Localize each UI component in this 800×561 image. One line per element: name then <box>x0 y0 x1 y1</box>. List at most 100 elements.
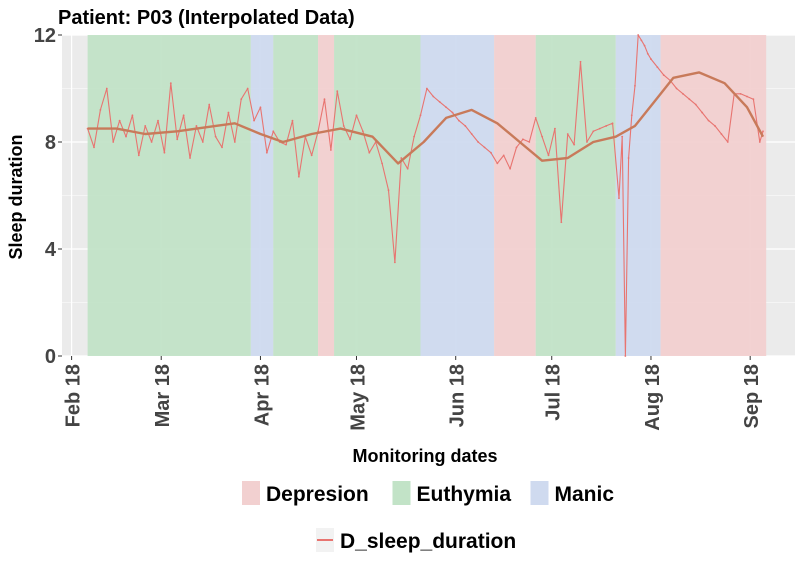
data-point <box>361 130 364 133</box>
data-point <box>739 92 742 95</box>
data-point <box>400 157 403 159</box>
x-tick-label: Jul 18 <box>543 364 565 421</box>
state-period-euthymia <box>535 35 616 356</box>
series-line-sleep-duration <box>87 34 764 357</box>
y-axis: 0 4 8 12 <box>34 25 62 368</box>
state-period-depresion <box>318 35 335 356</box>
state-period-manic <box>615 35 661 356</box>
data-point <box>528 141 531 143</box>
data-point <box>746 95 748 98</box>
state-period-euthymia <box>87 35 251 356</box>
data-point <box>637 34 640 36</box>
data-point <box>720 133 723 135</box>
data-point <box>470 133 473 135</box>
data-point <box>105 87 108 90</box>
data-point <box>634 84 636 87</box>
data-point <box>598 127 601 130</box>
data-point <box>169 82 172 85</box>
data-point <box>502 154 505 157</box>
data-point <box>592 130 595 133</box>
data-point <box>662 74 665 77</box>
legend-label-euthymia: Euthymia <box>417 483 512 506</box>
data-point <box>586 141 588 143</box>
x-tick-label: Feb 18 <box>63 364 85 427</box>
data-point <box>265 151 268 154</box>
legend-label-depresion: Depresion <box>266 483 369 506</box>
data-point <box>349 138 351 141</box>
x-tick-label: May 18 <box>348 364 370 431</box>
data-point <box>112 141 115 143</box>
data-point <box>534 117 537 119</box>
data-point <box>93 146 95 149</box>
data-point <box>752 98 755 101</box>
data-point <box>355 114 358 117</box>
data-point <box>413 135 415 138</box>
data-point <box>688 98 691 101</box>
data-point <box>621 135 624 138</box>
data-point <box>714 125 716 127</box>
data-point <box>762 130 764 133</box>
state-periods <box>87 35 767 356</box>
legend-label-series: D_sleep_duration <box>340 530 516 553</box>
series-line-trend <box>87 71 765 165</box>
data-point <box>125 135 127 138</box>
data-point <box>682 92 684 95</box>
data-point <box>157 119 159 122</box>
data-point <box>496 162 499 165</box>
state-period-manic <box>420 35 495 356</box>
data-point <box>118 119 121 122</box>
data-point <box>214 135 217 138</box>
data-point <box>573 143 576 146</box>
data-point <box>221 146 223 149</box>
data-point <box>630 114 633 117</box>
x-tick-label: Sep 18 <box>741 364 763 428</box>
state-period-euthymia <box>273 35 319 356</box>
x-tick-label: Apr 18 <box>252 364 274 426</box>
data-point <box>240 98 243 101</box>
data-point <box>618 197 620 200</box>
data-point <box>406 167 409 170</box>
y-tick-label: 0 <box>45 346 56 368</box>
data-point <box>605 125 608 127</box>
data-point <box>707 119 710 122</box>
data-point <box>227 111 230 114</box>
x-tick-label: Aug 18 <box>642 364 664 431</box>
data-point <box>483 146 486 149</box>
data-point <box>675 87 678 90</box>
data-point <box>246 87 249 90</box>
x-tick-label: Jun 18 <box>447 364 469 427</box>
data-point <box>163 151 166 154</box>
data-point <box>150 141 153 143</box>
state-period-manic <box>250 35 274 356</box>
data-point <box>323 98 326 101</box>
state-period-depresion <box>494 35 536 356</box>
data-point <box>259 106 262 109</box>
y-tick-label: 8 <box>45 132 56 154</box>
data-point <box>656 66 659 68</box>
data-point <box>579 60 582 63</box>
y-axis-label: Sleep duration <box>6 134 26 259</box>
data-point <box>726 141 729 143</box>
data-point <box>522 138 524 141</box>
y-tick-label: 12 <box>34 25 56 47</box>
data-point <box>611 122 614 125</box>
data-point <box>438 100 441 103</box>
data-point <box>566 133 569 135</box>
data-point <box>297 175 300 178</box>
data-point <box>291 119 294 122</box>
data-point <box>758 141 761 143</box>
data-point <box>458 119 460 122</box>
data-point <box>445 106 448 109</box>
data-point <box>310 154 313 157</box>
data-point <box>176 138 179 141</box>
data-point <box>208 103 211 106</box>
legend-swatch-manic <box>530 481 549 505</box>
data-point <box>643 44 646 47</box>
data-point <box>515 146 518 149</box>
data-point <box>547 154 550 157</box>
data-point <box>368 151 371 154</box>
state-period-euthymia <box>334 35 421 356</box>
data-point <box>342 125 345 127</box>
data-point <box>131 114 134 117</box>
